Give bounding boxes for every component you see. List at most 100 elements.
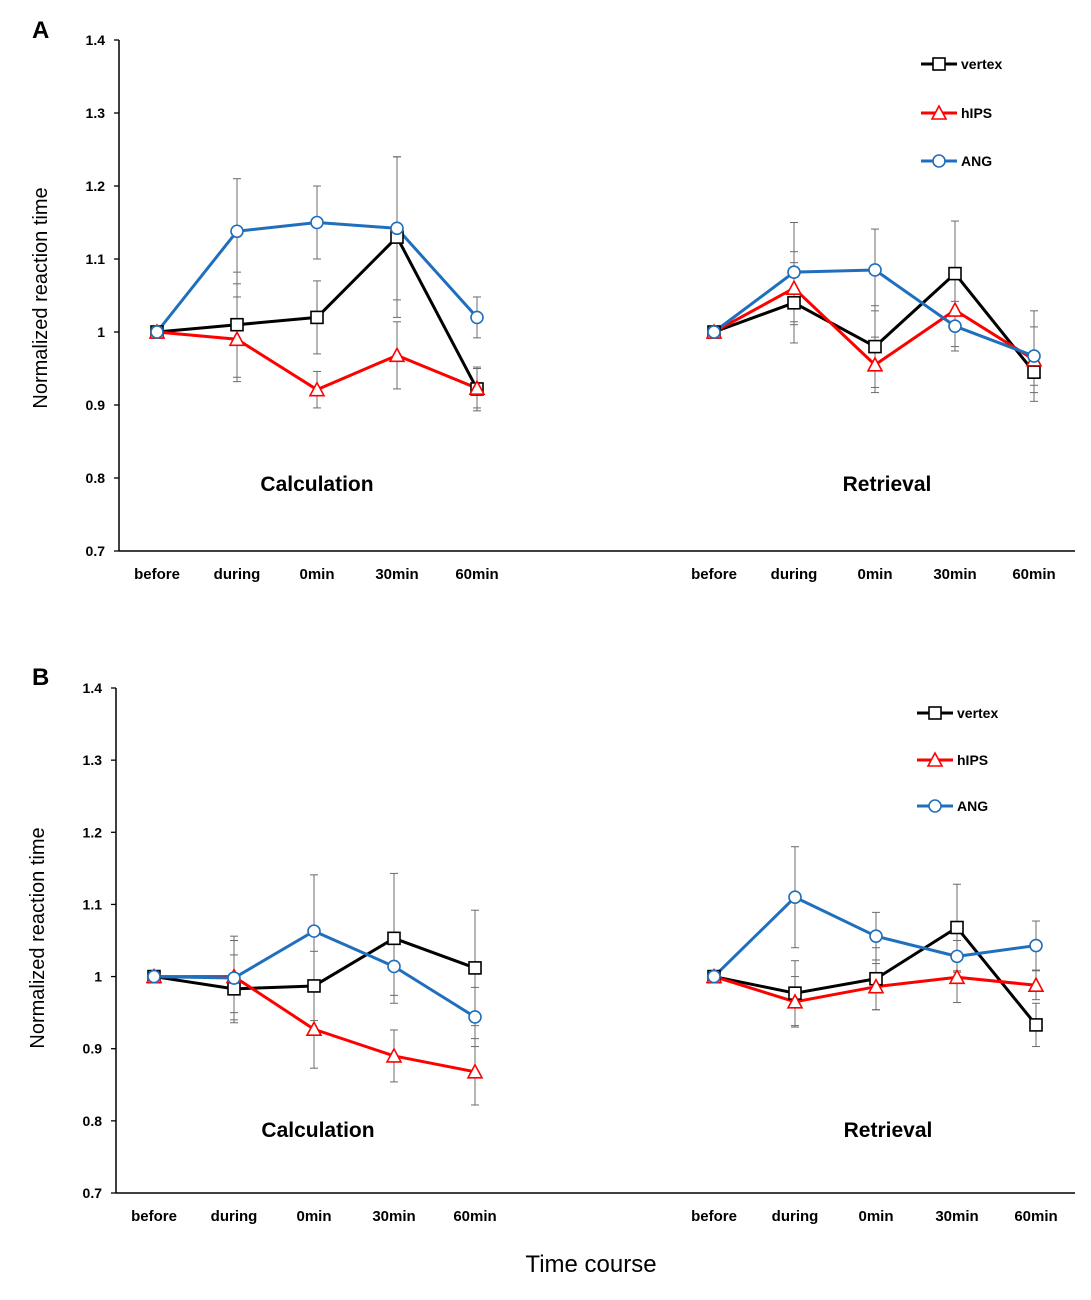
error-bars [230, 846, 1040, 1106]
series-lines [153, 895, 1038, 1074]
x-tick-label: before [691, 566, 737, 583]
data-point-ang [227, 971, 241, 985]
data-point-hips [385, 1047, 403, 1063]
y-tick-label: 1.2 [86, 178, 106, 194]
data-point-vertex [1027, 365, 1041, 379]
data-point-vertex [230, 317, 244, 332]
legend-label-hips: hIPS [961, 105, 992, 121]
data-point-vertex [868, 339, 882, 354]
data-point-ang [307, 924, 321, 938]
data-point-vertex [307, 979, 321, 993]
y-tick-label: 0.9 [83, 1041, 103, 1057]
x-tick-label: 60min [453, 1208, 496, 1225]
data-point-hips [785, 279, 803, 296]
legend-label-vertex: vertex [957, 705, 998, 721]
group-label-retrieval: Retrieval [843, 473, 932, 496]
data-point-vertex [468, 961, 482, 975]
data-point-ang [868, 263, 882, 277]
data-point-hips [786, 993, 804, 1009]
y-ticks: 0.7 0.8 0.9 1 1.1 1.2 1.3 1.4 [86, 32, 119, 559]
y-ticks: 0.7 0.8 0.9 1 1.1 1.2 1.3 1.4 [83, 680, 116, 1201]
data-point-ang [470, 310, 484, 325]
y-tick-label: 1.3 [86, 105, 106, 121]
y-tick-label: 0.7 [83, 1185, 103, 1201]
x-tick-label: 60min [1012, 566, 1055, 583]
legend-marker-vertex [932, 57, 946, 71]
legend-label-vertex: vertex [961, 56, 1002, 72]
legend-label-hips: hIPS [957, 752, 988, 768]
group-label-calculation: Calculation [261, 1119, 374, 1142]
series-line-vertex [713, 272, 1036, 374]
y-tick-label: 1.1 [83, 896, 103, 912]
x-ticks: before during 0min 30min 60min before during 0m… [134, 566, 1056, 583]
series-markers [148, 215, 1043, 397]
y-tick-label: 1.3 [83, 752, 103, 768]
data-point-ang [150, 325, 164, 339]
x-tick-label: 30min [935, 1208, 978, 1225]
data-point-vertex [948, 266, 962, 281]
data-point-hips [867, 977, 885, 994]
legend-marker-hips [926, 751, 944, 767]
data-point-hips [228, 330, 246, 347]
x-tick-label: 30min [372, 1208, 415, 1225]
x-tick-label: before [134, 566, 180, 583]
data-point-vertex [1029, 1018, 1043, 1032]
y-tick-label: 1.1 [86, 251, 106, 267]
data-point-hips [946, 301, 964, 317]
data-point-ang [869, 929, 883, 943]
series-lines [155, 221, 1036, 392]
legend-label-ang: ANG [957, 798, 988, 814]
legend-marker-ang [928, 799, 942, 813]
group-label-calculation: Calculation [260, 473, 373, 496]
data-point-ang [1029, 938, 1043, 953]
y-tick-label: 1 [94, 969, 102, 985]
data-point-hips [866, 356, 884, 372]
panel-b: B Normalized reaction time 0.7 0.8 0.9 1 1.1… [27, 664, 1075, 1225]
data-point-ang [948, 319, 962, 333]
data-point-hips [466, 1063, 484, 1079]
data-point-vertex [787, 295, 801, 310]
data-point-ang [950, 949, 964, 964]
data-point-hips [1027, 976, 1045, 993]
group-label-retrieval: Retrieval [844, 1119, 933, 1142]
y-tick-label: 0.8 [86, 470, 106, 486]
legend: vertex hIPS ANG [921, 56, 1002, 169]
y-tick-label: 1.4 [86, 32, 106, 48]
data-point-ang [787, 265, 801, 279]
y-tick-label: 0.9 [86, 397, 106, 413]
data-point-ang [390, 221, 404, 236]
data-point-hips [388, 346, 406, 363]
data-point-ang [468, 1010, 482, 1024]
data-point-ang [707, 969, 721, 984]
data-point-hips [948, 968, 966, 985]
data-point-vertex [387, 931, 401, 946]
data-point-ang [387, 959, 401, 974]
data-point-hips [308, 380, 326, 397]
x-ticks: before during 0min 30min 60min before during 0m… [131, 1208, 1058, 1225]
x-tick-label: 0min [858, 1208, 893, 1225]
series-markers [145, 890, 1045, 1079]
x-tick-label: 60min [1014, 1208, 1057, 1225]
legend-marker-hips [930, 104, 948, 120]
data-point-ang [230, 224, 244, 239]
panel-letter: A [32, 17, 49, 44]
data-point-hips [305, 1020, 323, 1037]
x-tick-label: 0min [296, 1208, 331, 1225]
x-tick-label: before [691, 1208, 737, 1225]
data-point-vertex [950, 920, 964, 935]
y-tick-label: 1.4 [83, 680, 103, 696]
legend-marker-ang [932, 154, 946, 168]
y-tick-label: 0.7 [86, 543, 106, 559]
legend-marker-vertex [928, 706, 942, 720]
x-tick-label: during [211, 1208, 258, 1225]
legend: vertex hIPS ANG [917, 705, 998, 814]
data-point-ang [310, 215, 324, 230]
y-axis-label: Normalized reaction time [30, 187, 52, 408]
x-tick-label: during [772, 1208, 819, 1225]
x-tick-label: 0min [857, 566, 892, 583]
y-tick-label: 1 [97, 324, 105, 340]
data-point-ang [707, 325, 721, 339]
data-point-ang [1027, 349, 1041, 363]
data-point-ang [147, 969, 161, 984]
x-tick-label: during [214, 566, 261, 583]
